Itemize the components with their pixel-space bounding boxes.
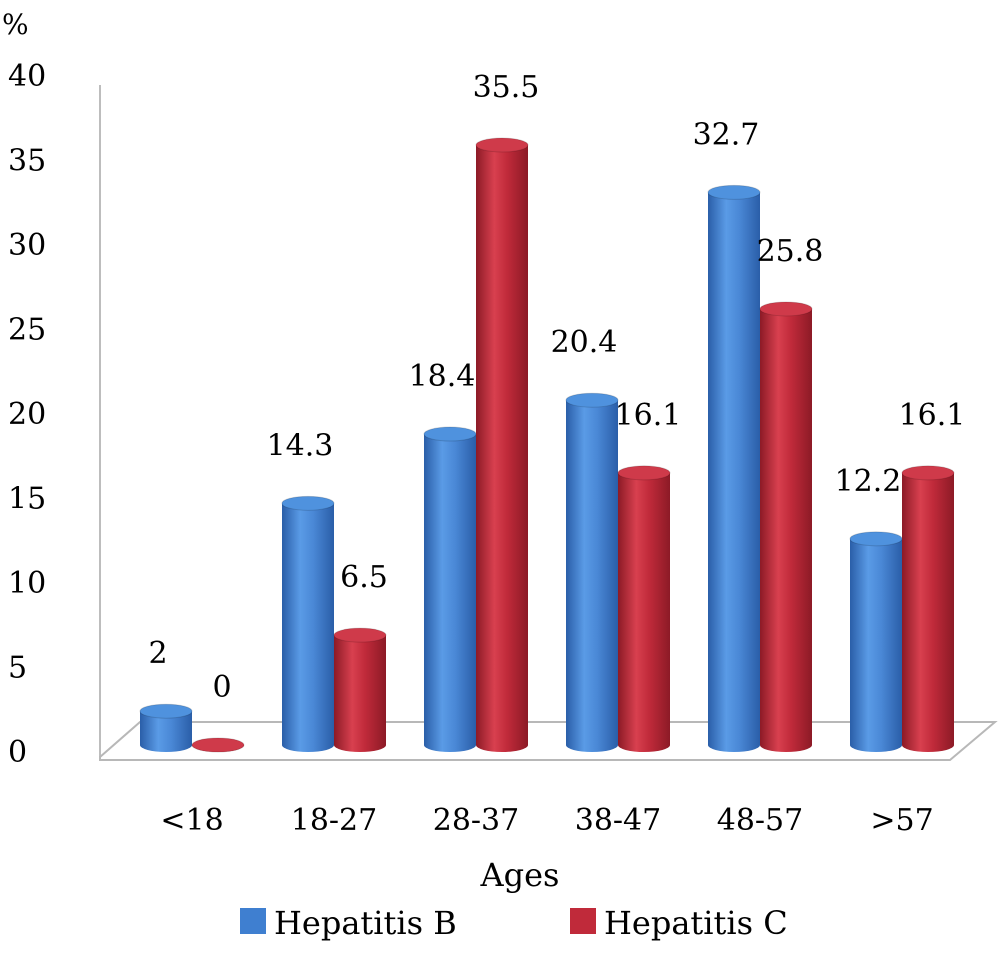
data-label-hepatitis-c-57: 16.1 [899,398,966,433]
legend-swatch-hepatitis-c [570,908,596,934]
bar-hepatitis-b-18-27-top [281,495,335,511]
legend-label-hepatitis-c: Hepatitis C [604,904,788,942]
bar-hepatitis-b-28-37 [423,426,477,752]
bar-hepatitis-c-18-27-top [333,627,387,643]
category-label-28-37: 28-37 [433,803,519,838]
y-tick-10: 10 [8,566,46,601]
y-unit-label: % [2,8,29,41]
category-labels: <18 18-27 28-37 38-47 48-57 >57 [160,803,933,838]
data-label-hepatitis-c-28-37: 35.5 [473,70,540,105]
category-label-48-57: 48-57 [717,803,803,838]
bar-hepatitis-c-48-57-top [759,301,813,317]
bar-hepatitis-b-18-top [139,703,193,719]
data-label-hepatitis-b-18: 2 [148,636,167,671]
bar-hepatitis-b-38-47-body [566,400,618,752]
bar-hepatitis-b-57-body [850,538,902,752]
bar-hepatitis-b-18-27-body [282,503,334,752]
bar-hepatitis-b-18-body [140,711,192,752]
bar-hepatitis-b-28-37-body [424,434,476,752]
data-label-hepatitis-b-38-47: 20.4 [551,325,618,360]
bar-hepatitis-c-38-47-body [618,472,670,752]
x-axis-title: Ages [480,856,560,894]
legend-swatch-hepatitis-b [240,908,266,934]
data-label-hepatitis-b-28-37: 18.4 [409,359,476,394]
data-labels: 2 0 14.3 6.5 18.4 35.5 20.4 16.1 32.7 25.8 12.2 16.… [148,70,965,705]
category-label-18-27: 18-27 [291,803,377,838]
bar-hepatitis-b-38-47 [565,392,619,752]
data-label-hepatitis-b-57: 12.2 [835,464,902,499]
bar-hepatitis-c-38-47-top [617,465,671,481]
y-tick-5: 5 [8,651,27,686]
bar-hepatitis-b-18 [139,703,193,752]
data-label-hepatitis-c-18-27: 6.5 [340,560,388,595]
bar-hepatitis-c-48-57 [759,301,813,752]
bar-hepatitis-c-28-37-top [475,137,529,153]
y-tick-35: 35 [8,144,46,179]
data-label-hepatitis-b-48-57: 32.7 [693,117,760,152]
bar-hepatitis-b-38-47-top [565,392,619,408]
y-tick-25: 25 [8,313,46,348]
y-tick-20: 20 [8,397,46,432]
bar-hepatitis-c-57-top [901,465,955,481]
y-tick-0: 0 [8,735,27,770]
bar-hepatitis-c-48-57-body [760,308,812,752]
bar-hepatitis-b-48-57-top [707,184,761,200]
bar-hepatitis-b-48-57-body [708,192,760,752]
bar-hepatitis-c-28-37 [475,137,529,753]
data-label-hepatitis-b-18-27: 14.3 [267,428,334,463]
category-label-57: >57 [870,803,933,838]
bar-hepatitis-b-28-37-top [423,426,477,442]
y-tick-40: 40 [8,59,46,94]
bar-hepatitis-b-57 [849,531,903,752]
legend-label-hepatitis-b: Hepatitis B [274,904,457,942]
bar-hepatitis-b-57-top [849,531,903,547]
bars [139,137,955,753]
category-label-18: <18 [160,803,223,838]
bar-hepatitis-c-57 [901,465,955,752]
bar-hepatitis-c-18 [191,737,245,753]
legend: Hepatitis B Hepatitis C [240,904,788,942]
data-label-hepatitis-c-18: 0 [212,670,231,705]
bar-hepatitis-b-48-57 [707,184,761,752]
bar-hepatitis-c-57-body [902,472,954,752]
bar-hepatitis-c-18-27 [333,627,387,752]
category-label-38-47: 38-47 [575,803,661,838]
bar-hepatitis-c-38-47 [617,465,671,752]
bar-hepatitis-c-28-37-body [476,145,528,753]
data-label-hepatitis-c-48-57: 25.8 [757,234,824,269]
y-tick-30: 30 [8,228,46,263]
data-label-hepatitis-c-38-47: 16.1 [615,398,682,433]
bar-hepatitis-c-18-top [191,737,245,753]
y-tick-labels: 0 5 10 15 20 25 30 35 40 [8,59,46,770]
bar-hepatitis-b-18-27 [281,495,335,752]
bar-hepatitis-c-18-27-body [334,635,386,752]
y-tick-15: 15 [8,482,46,517]
